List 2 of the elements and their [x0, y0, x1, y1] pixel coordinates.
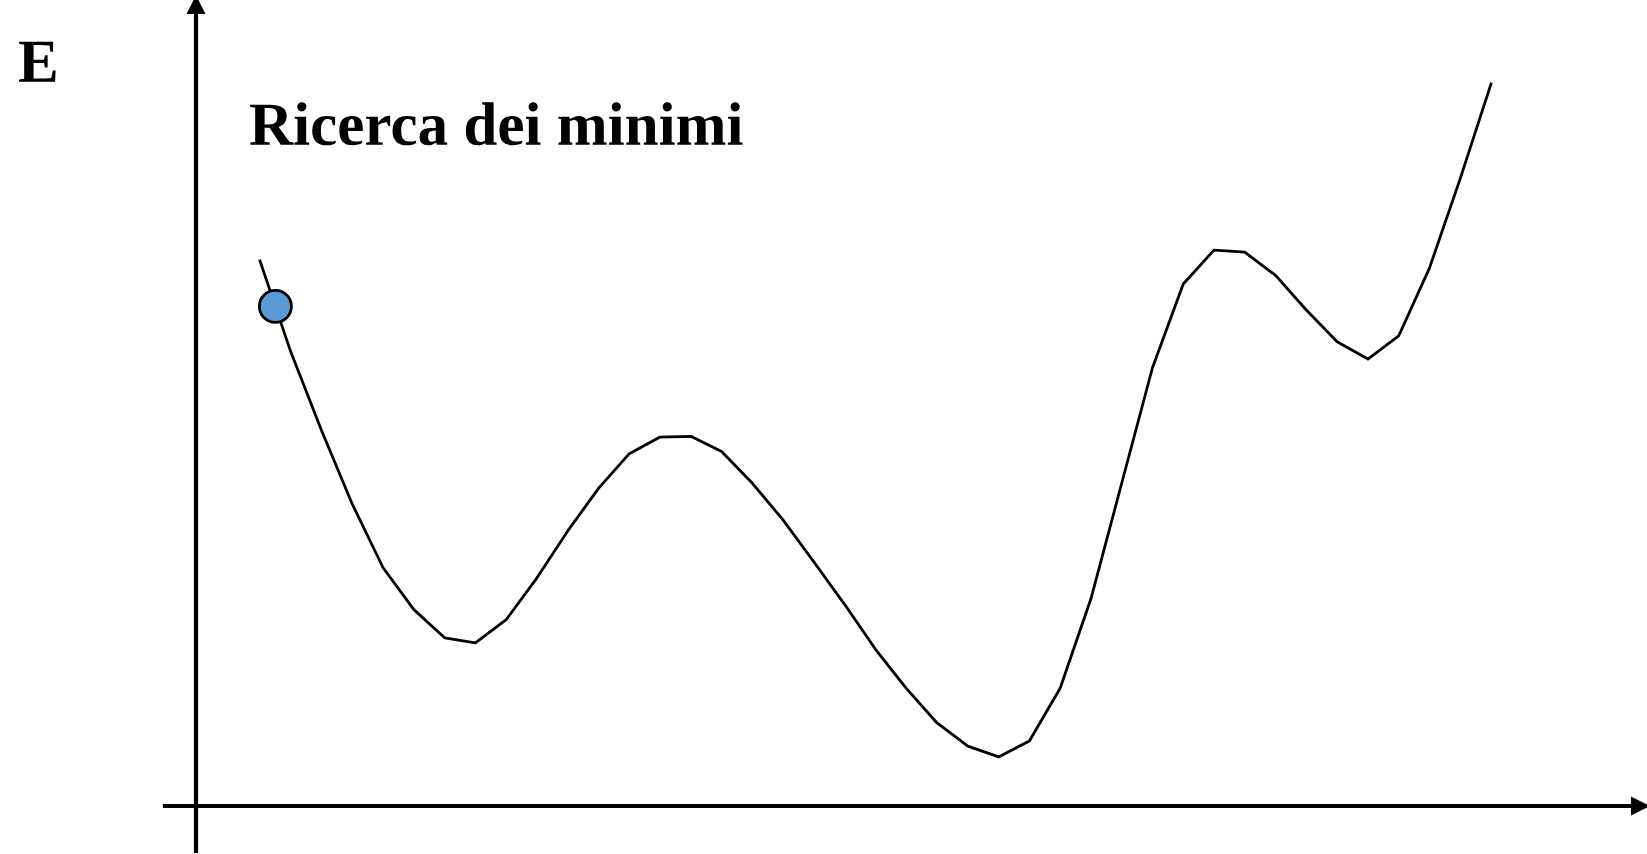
y-axis-title: E [19, 41, 56, 82]
chart-title: Ricerca dei minimi [250, 102, 743, 146]
